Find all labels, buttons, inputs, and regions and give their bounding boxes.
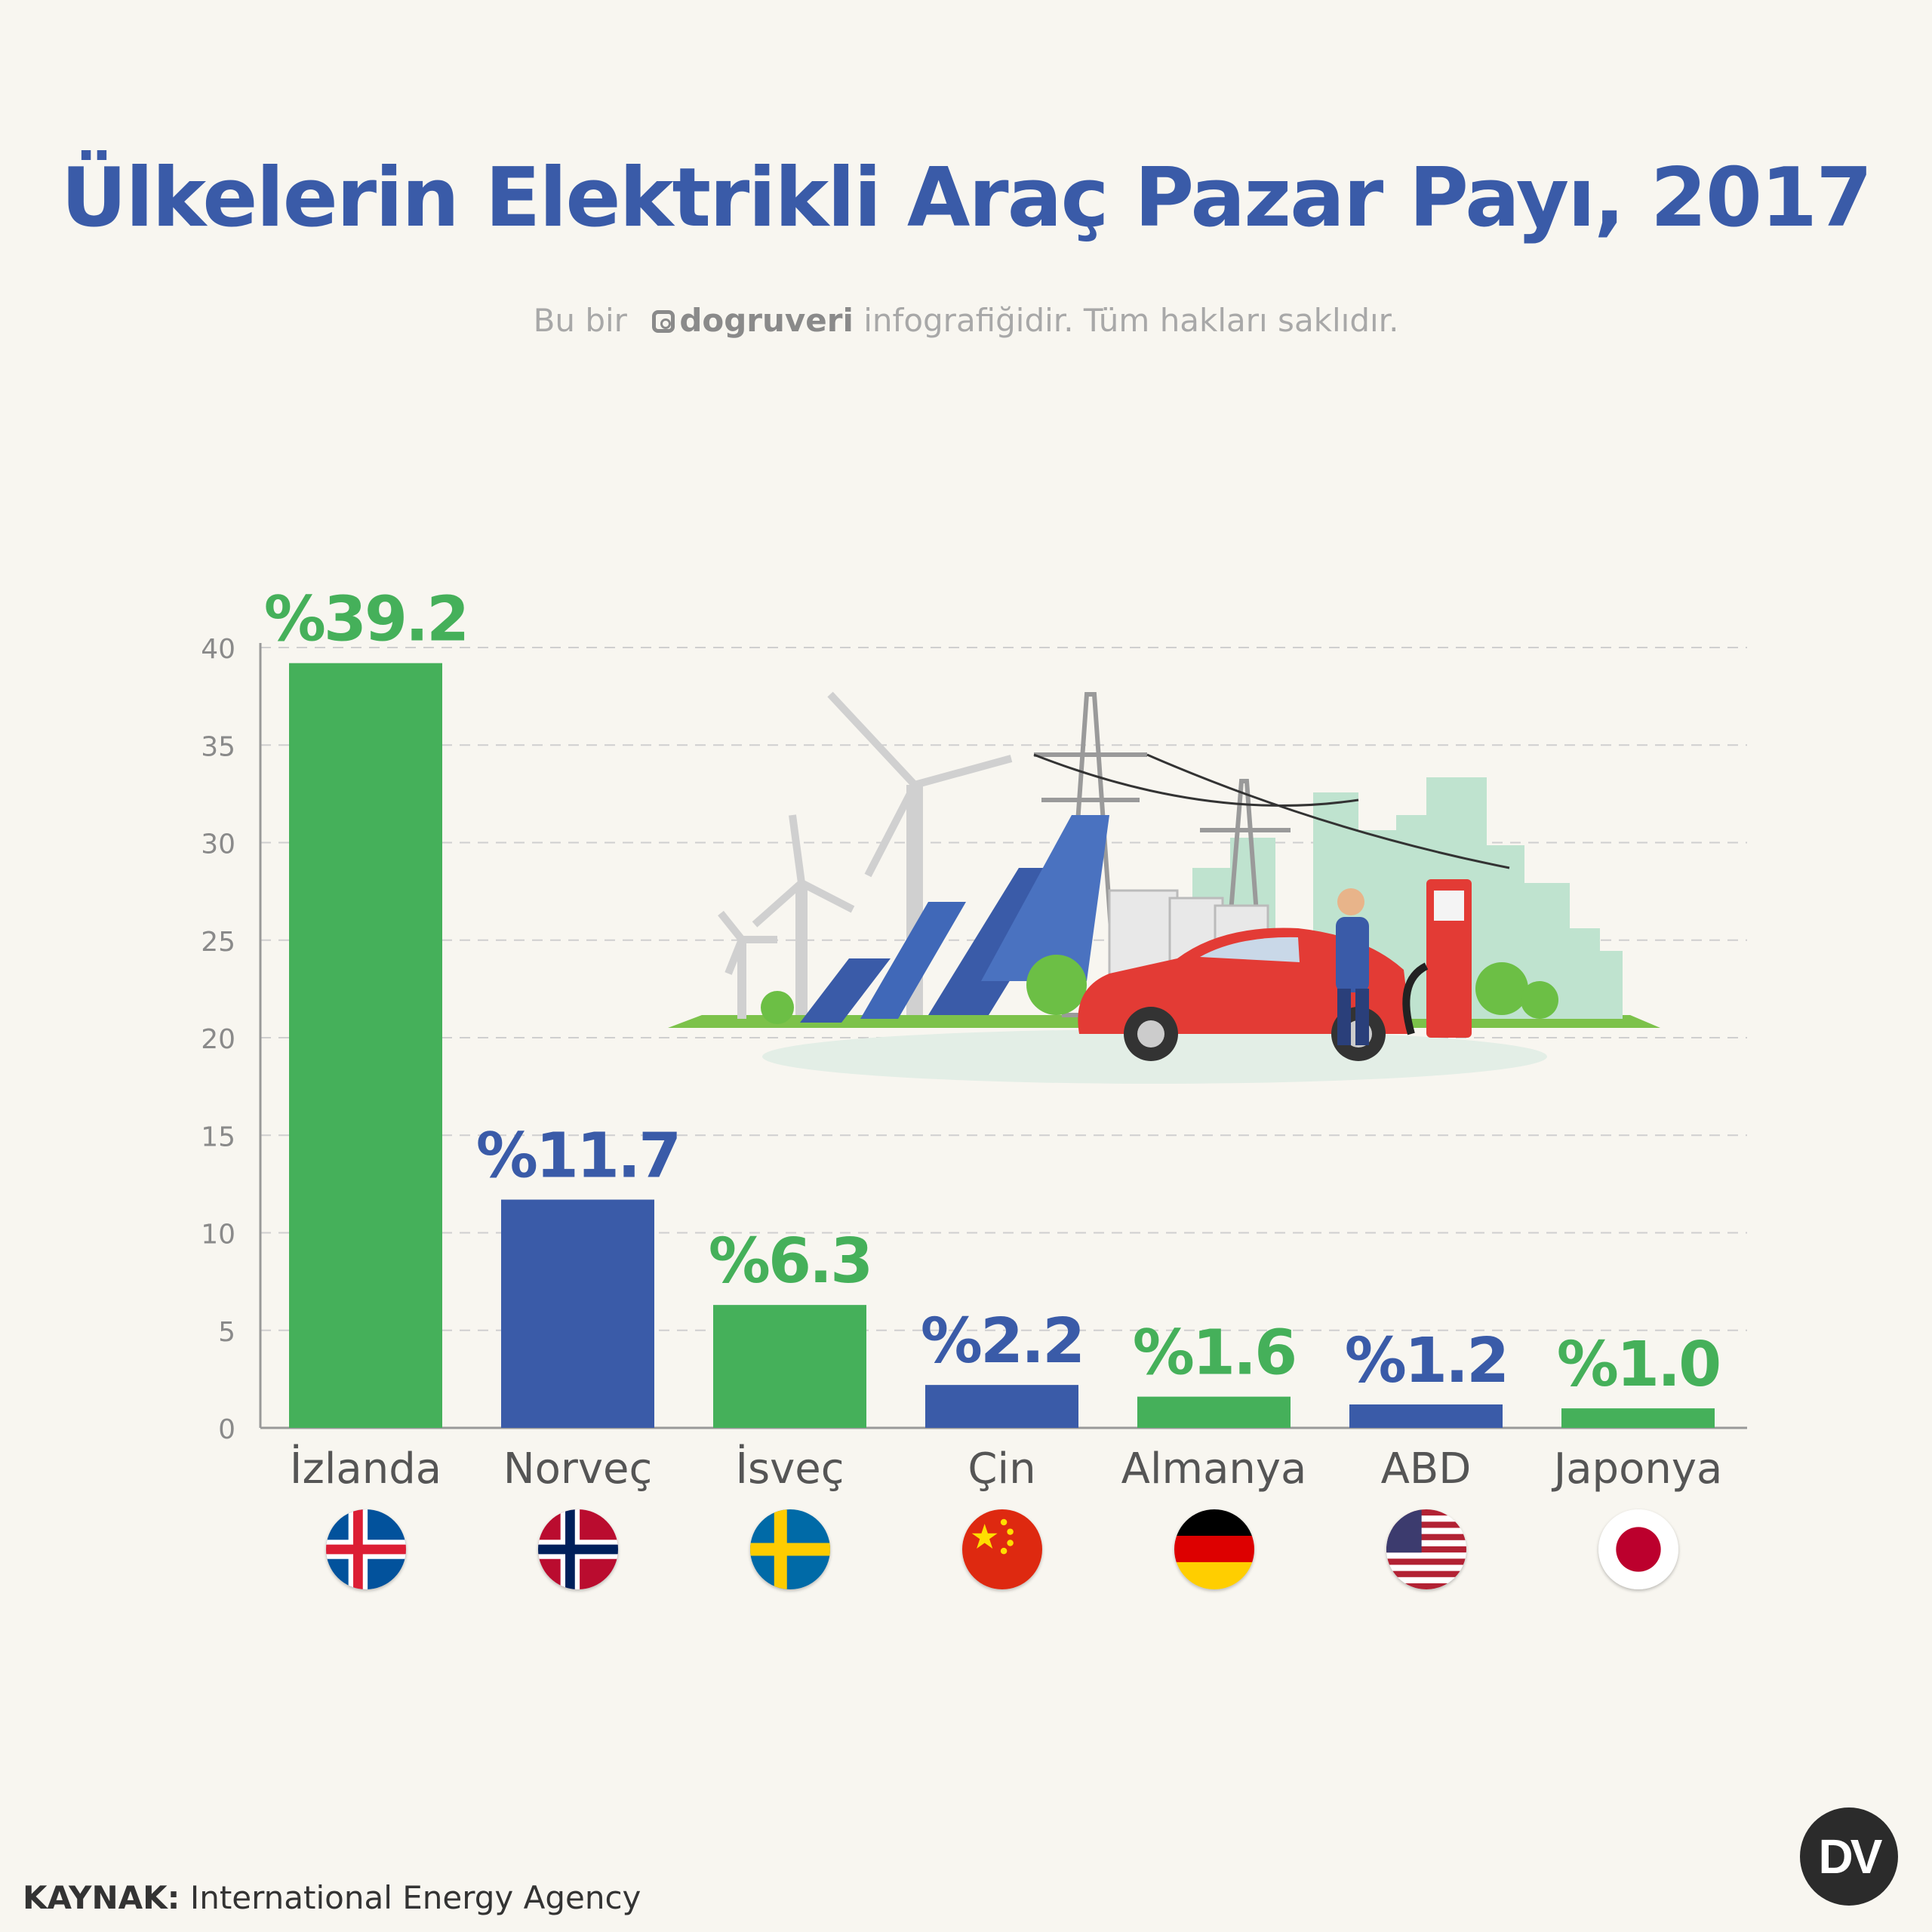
electric-car-charging-illustration [668, 691, 1660, 1084]
source-label: KAYNAK: [23, 1879, 180, 1916]
source-value: International Energy Agency [189, 1879, 641, 1916]
category-label: İsveç [735, 1444, 844, 1494]
trees [761, 955, 1558, 1024]
bar [1349, 1404, 1503, 1428]
value-label: %1.6 [1133, 1318, 1295, 1389]
value-label: %1.2 [1345, 1325, 1507, 1397]
usa-flag-icon [1386, 1509, 1466, 1589]
category-label: Norveç [503, 1444, 653, 1494]
credit-suffix: infografiğidir. Tüm hakları saklıdır. [863, 302, 1399, 339]
category-label: İzlanda [290, 1444, 441, 1494]
solar-panels [800, 815, 1109, 1023]
bar [925, 1385, 1078, 1428]
value-label: %2.2 [921, 1306, 1083, 1377]
bars: %39.2 İzlanda %11.7 Norveç %6.3 İsveç %2.2 Çin%… [264, 584, 1723, 1494]
category-label: Çin [968, 1444, 1035, 1494]
china-flag-icon [961, 1509, 1042, 1589]
y-tick-label: 40 [201, 634, 235, 665]
category-label: Almanya [1121, 1444, 1307, 1494]
y-tick-label: 10 [201, 1220, 235, 1251]
value-label: %11.7 [476, 1121, 679, 1192]
source-line: KAYNAK: International Energy Agency [23, 1879, 641, 1916]
norway-flag-icon [537, 1509, 618, 1589]
person-charging [1336, 888, 1369, 1045]
value-label: %6.3 [709, 1226, 871, 1297]
credit-brand: dogruveri [679, 302, 854, 339]
bar [713, 1305, 866, 1428]
y-tick-label: 15 [201, 1121, 235, 1152]
y-tick-label: 35 [201, 731, 235, 762]
japan-flag-icon [1598, 1509, 1678, 1589]
value-label: %1.0 [1557, 1329, 1719, 1401]
iceland-flag-icon [325, 1509, 406, 1589]
y-tick-label: 25 [201, 927, 235, 958]
dogruveri-logo: DV [1800, 1807, 1898, 1906]
credit-prefix: Bu bir [533, 302, 627, 339]
germany-flag-icon [1174, 1509, 1254, 1589]
y-tick-label: 30 [201, 829, 235, 860]
bar [501, 1199, 654, 1428]
bar [289, 663, 442, 1428]
category-label: Japonya [1552, 1444, 1723, 1494]
credit-line: Bu bir dogruveri infografiğidir. Tüm hak… [0, 302, 1932, 339]
value-label: %39.2 [264, 584, 467, 656]
bar [1561, 1408, 1715, 1428]
category-label: ABD [1381, 1444, 1472, 1494]
y-tick-label: 0 [218, 1414, 235, 1445]
instagram-icon [652, 310, 675, 333]
y-tick-label: 20 [201, 1024, 235, 1055]
bar [1137, 1396, 1291, 1428]
charging-station [1402, 879, 1472, 1038]
sweden-flag-icon [749, 1509, 830, 1589]
page-title: Ülkelerin Elektrikli Araç Pazar Payı, 20… [60, 151, 1873, 245]
y-tick-label: 5 [218, 1317, 235, 1348]
